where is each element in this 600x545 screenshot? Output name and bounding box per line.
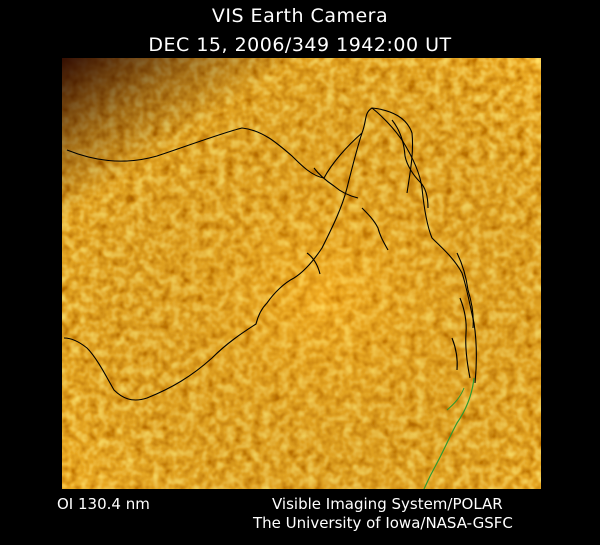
coastline-overlay (63, 107, 477, 401)
instrument-credit: Visible Imaging System/POLAR (272, 495, 503, 513)
institution-credit: The University of Iowa/NASA-GSFC (253, 514, 513, 532)
auroral-image-svg (62, 58, 541, 489)
dark-limb-region (62, 58, 541, 489)
terminator-line (423, 377, 475, 489)
observation-timestamp: DEC 15, 2006/349 1942:00 UT (148, 34, 452, 56)
earth-camera-image (62, 58, 541, 489)
wavelength-label: OI 130.4 nm (57, 495, 150, 513)
camera-title: VIS Earth Camera (211, 5, 389, 27)
terminator-segment (446, 387, 465, 411)
